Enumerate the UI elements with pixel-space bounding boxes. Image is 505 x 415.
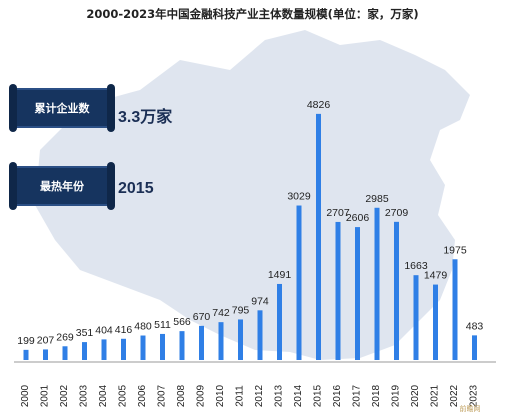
value-label-2019: 2709 [385,207,409,219]
x-tick-2022: 2022 [449,384,460,407]
bar-2016 [335,221,341,360]
x-tick-2004: 2004 [98,384,109,407]
bar-2006 [140,335,146,360]
value-label-2012: 974 [251,295,269,307]
bar-2021 [433,284,438,360]
bar-2009 [199,325,204,360]
chart-title: 2000-2023年中国金融科技产业主体数量规模(单位：家，万家) [86,7,419,21]
bar-2001 [43,349,48,360]
bar-2005 [121,338,126,360]
value-label-2004: 404 [95,324,113,336]
x-labels-group: 2000 2001 2002 2003 2004 2005 2006 2007 2008 2009… [20,384,480,407]
x-tick-2018: 2018 [371,384,382,407]
value-label-2022: 1975 [443,244,467,256]
bar-2022 [452,259,458,360]
value-label-2013: 1491 [268,269,292,281]
value-label-2021: 1479 [424,270,448,282]
bar-2023 [472,335,477,360]
value-label-2006: 480 [134,321,152,333]
bar-2004 [101,339,107,360]
bars-group [23,113,477,361]
x-tick-2020: 2020 [410,384,421,407]
bar-2018 [374,207,380,360]
x-tick-2014: 2014 [293,384,304,407]
value-label-2015: 4826 [307,99,331,111]
x-tick-2002: 2002 [59,384,70,407]
bar-2008 [179,331,185,360]
x-tick-2013: 2013 [274,384,285,407]
bar-2020 [413,275,419,360]
x-tick-2007: 2007 [157,384,168,407]
bar-2003 [82,342,87,360]
bar-2007 [160,333,165,360]
value-label-2023: 483 [466,320,484,332]
total-enterprises-value: 3.3万家 [118,109,173,126]
x-tick-2008: 2008 [176,384,187,407]
peak-year-value: 2015 [118,180,154,197]
value-label-2016: 2707 [326,207,350,219]
bar-2019 [394,221,399,360]
value-label-2002: 269 [56,331,74,343]
x-tick-2023: 2023 [469,384,480,407]
value-label-2010: 742 [212,307,230,319]
peak-year-label: 最热年份 [40,180,84,193]
x-tick-2003: 2003 [79,384,90,407]
x-tick-2005: 2005 [118,384,129,407]
value-label-2011: 795 [232,304,250,316]
value-label-2017: 2606 [346,212,370,224]
x-tick-2000: 2000 [20,384,31,407]
x-tick-2019: 2019 [391,384,402,407]
value-label-2000: 199 [17,335,35,347]
bar-2011 [238,319,243,360]
value-label-2007: 511 [154,319,171,331]
bar-2010 [218,322,224,360]
total-enterprises-badge: 累计企业数 [9,84,115,132]
bar-2015 [316,113,321,361]
bar-2012 [257,310,263,360]
x-tick-2015: 2015 [313,384,324,407]
value-label-2001: 207 [37,334,55,346]
x-tick-2010: 2010 [215,384,226,407]
watermark-text: 前瞻网 [460,404,481,413]
value-label-2003: 351 [76,327,94,339]
x-tick-2001: 2001 [40,384,51,407]
bar-2002 [62,346,68,360]
value-label-2009: 670 [193,311,211,323]
x-tick-2017: 2017 [352,384,363,407]
bar-2017 [355,227,360,360]
x-tick-2016: 2016 [332,384,343,407]
value-label-2008: 566 [173,316,191,328]
x-tick-2009: 2009 [196,384,207,407]
bar-2014 [296,205,302,360]
bar-2013 [277,283,282,360]
peak-year-badge: 最热年份 [9,162,115,210]
value-label-2014: 3029 [287,191,311,203]
value-label-2005: 416 [115,324,133,336]
x-tick-2021: 2021 [430,384,441,407]
value-label-2020: 1663 [404,260,428,272]
x-tick-2012: 2012 [254,384,265,407]
total-enterprises-label: 累计企业数 [34,102,90,115]
x-tick-2011: 2011 [235,385,246,407]
china-map-background [35,30,470,360]
bar-2000 [23,349,29,360]
x-tick-2006: 2006 [137,384,148,407]
value-label-2018: 2985 [365,193,389,205]
